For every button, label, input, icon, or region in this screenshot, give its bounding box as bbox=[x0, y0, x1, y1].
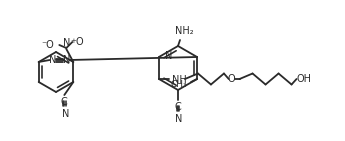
Text: C: C bbox=[175, 102, 181, 112]
Text: N: N bbox=[175, 114, 183, 124]
Text: NH: NH bbox=[172, 75, 187, 85]
Text: O: O bbox=[75, 37, 83, 47]
Text: ⁻O: ⁻O bbox=[41, 40, 54, 50]
Text: OH: OH bbox=[296, 74, 311, 84]
Text: NH₂: NH₂ bbox=[175, 26, 193, 36]
Text: C: C bbox=[61, 97, 68, 107]
Text: N: N bbox=[63, 38, 70, 48]
Text: N: N bbox=[165, 51, 172, 61]
Text: O: O bbox=[228, 74, 236, 84]
Text: CH₃: CH₃ bbox=[170, 80, 187, 89]
Text: N: N bbox=[62, 109, 69, 119]
Text: N: N bbox=[49, 55, 56, 65]
Text: +: + bbox=[70, 38, 76, 44]
Text: N: N bbox=[63, 55, 70, 65]
